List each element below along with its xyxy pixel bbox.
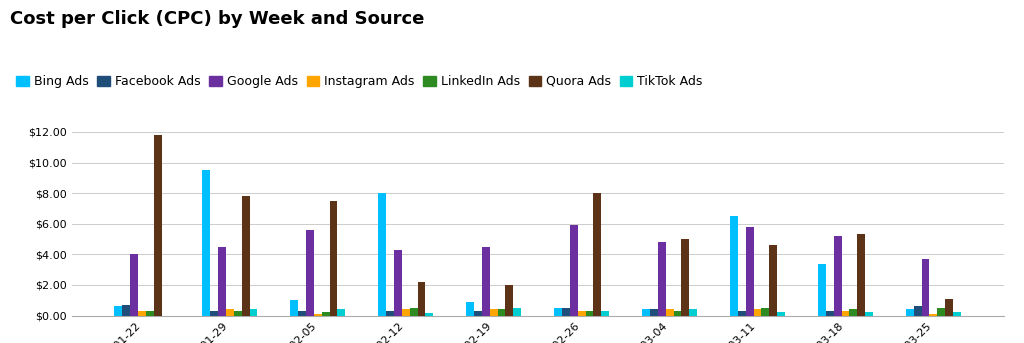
Bar	[730, 216, 737, 316]
Bar	[754, 309, 762, 316]
Bar	[466, 302, 474, 316]
Bar	[937, 308, 945, 316]
Bar	[202, 170, 210, 316]
Bar	[401, 309, 410, 316]
Bar	[418, 282, 425, 316]
Bar	[138, 311, 145, 316]
Bar	[578, 311, 586, 316]
Bar	[586, 311, 594, 316]
Bar	[601, 311, 609, 316]
Bar	[865, 312, 873, 316]
Bar	[394, 250, 401, 316]
Bar	[242, 196, 250, 316]
Legend: Bing Ads, Facebook Ads, Google Ads, Instagram Ads, LinkedIn Ads, Quora Ads, TikT: Bing Ads, Facebook Ads, Google Ads, Inst…	[16, 75, 702, 88]
Bar	[386, 311, 394, 316]
Bar	[850, 309, 857, 316]
Bar	[842, 311, 850, 316]
Bar	[378, 193, 386, 316]
Bar	[130, 255, 138, 316]
Bar	[657, 242, 666, 316]
Bar	[681, 239, 689, 316]
Bar	[945, 299, 953, 316]
Bar	[210, 311, 218, 316]
Bar	[154, 135, 162, 316]
Bar	[250, 309, 257, 316]
Bar	[218, 247, 225, 316]
Bar	[233, 311, 242, 316]
Bar	[313, 314, 322, 316]
Bar	[114, 306, 122, 316]
Bar	[650, 309, 657, 316]
Bar	[737, 311, 745, 316]
Bar	[330, 201, 338, 316]
Bar	[913, 306, 922, 316]
Bar	[689, 309, 697, 316]
Bar	[554, 308, 562, 316]
Bar	[489, 309, 498, 316]
Bar	[745, 227, 754, 316]
Bar	[930, 314, 937, 316]
Bar	[642, 309, 650, 316]
Bar	[777, 312, 785, 316]
Bar	[818, 263, 825, 316]
Bar	[906, 309, 913, 316]
Bar	[481, 247, 489, 316]
Bar	[569, 225, 578, 316]
Bar	[834, 236, 842, 316]
Bar	[290, 300, 298, 316]
Bar	[762, 308, 769, 316]
Bar	[562, 308, 569, 316]
Bar	[769, 245, 777, 316]
Bar	[513, 308, 521, 316]
Bar	[825, 311, 834, 316]
Bar	[425, 313, 433, 316]
Bar	[674, 311, 681, 316]
Bar	[322, 312, 330, 316]
Bar	[122, 305, 130, 316]
Bar	[594, 193, 601, 316]
Bar	[410, 308, 418, 316]
Bar	[225, 309, 233, 316]
Bar	[498, 309, 506, 316]
Bar	[922, 259, 930, 316]
Bar	[338, 309, 345, 316]
Bar	[306, 230, 313, 316]
Bar	[506, 285, 513, 316]
Bar	[145, 311, 154, 316]
Bar	[857, 235, 865, 316]
Bar	[666, 309, 674, 316]
Text: Cost per Click (CPC) by Week and Source: Cost per Click (CPC) by Week and Source	[10, 10, 425, 28]
Bar	[474, 311, 481, 316]
Bar	[953, 312, 962, 316]
Bar	[298, 311, 306, 316]
